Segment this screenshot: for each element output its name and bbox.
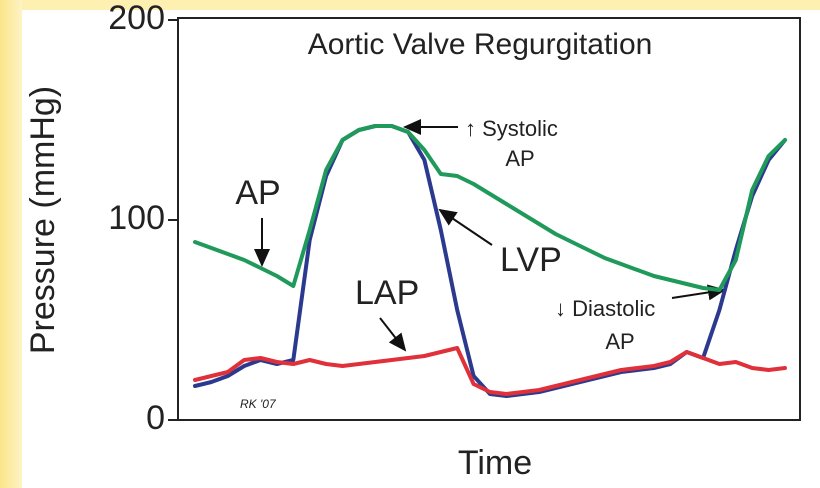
chart-title: Aortic Valve Regurgitation bbox=[308, 28, 653, 61]
y-tick-label: 100 bbox=[108, 199, 165, 237]
arrow bbox=[438, 208, 493, 246]
lap-label: LAP bbox=[355, 274, 419, 312]
y-tick-label: 200 bbox=[108, 0, 165, 37]
annotation: AP bbox=[505, 146, 534, 171]
annotation: ↓ Diastolic bbox=[555, 296, 655, 321]
annotation: AP bbox=[605, 329, 634, 354]
x-axis-label: Time bbox=[458, 444, 532, 482]
signature: RK '07 bbox=[240, 397, 277, 411]
y-axis-label: Pressure (mmHg) bbox=[24, 86, 62, 354]
lvp-label: LVP bbox=[500, 241, 562, 279]
arrow bbox=[379, 317, 407, 352]
top-band bbox=[0, 0, 820, 10]
line-series bbox=[193, 346, 787, 396]
annotation: ↑ Systolic bbox=[465, 116, 558, 141]
left-band bbox=[0, 0, 22, 488]
ap-label: AP bbox=[235, 174, 280, 212]
line-series bbox=[193, 124, 787, 292]
y-tick-label: 0 bbox=[146, 399, 165, 437]
